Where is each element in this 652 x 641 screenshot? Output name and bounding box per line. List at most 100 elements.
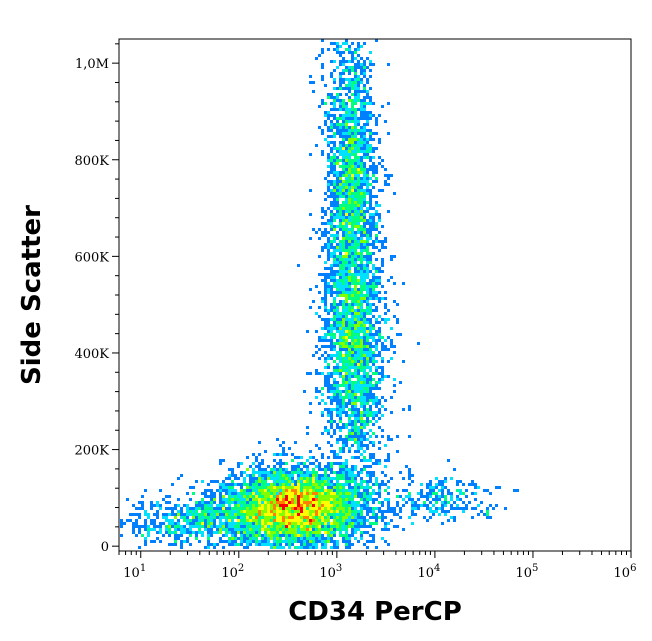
density-point	[354, 318, 357, 321]
density-point	[186, 504, 189, 507]
density-point	[306, 483, 309, 486]
density-point	[339, 114, 342, 117]
density-point	[336, 210, 339, 213]
density-point	[360, 156, 363, 159]
density-point	[243, 531, 246, 534]
density-point	[360, 177, 363, 180]
density-point	[489, 516, 492, 519]
density-point	[327, 255, 330, 258]
density-point	[363, 315, 366, 318]
density-point	[150, 528, 153, 531]
density-point	[327, 420, 330, 423]
density-point	[309, 537, 312, 540]
density-point	[339, 246, 342, 249]
density-point	[306, 492, 309, 495]
density-point	[381, 510, 384, 513]
density-point	[327, 231, 330, 234]
density-point	[351, 198, 354, 201]
density-point	[333, 384, 336, 387]
density-point	[429, 489, 432, 492]
density-point	[327, 267, 330, 270]
density-point	[336, 498, 339, 501]
density-point	[321, 546, 324, 549]
density-point	[333, 159, 336, 162]
density-point	[354, 456, 357, 459]
density-point	[249, 543, 252, 546]
density-point	[342, 360, 345, 363]
density-point	[294, 525, 297, 528]
density-point	[378, 276, 381, 279]
density-point	[270, 492, 273, 495]
density-point	[348, 510, 351, 513]
density-point	[372, 372, 375, 375]
density-point	[435, 492, 438, 495]
density-point	[348, 270, 351, 273]
density-point	[273, 489, 276, 492]
density-point	[294, 510, 297, 513]
density-point	[261, 498, 264, 501]
density-point	[318, 513, 321, 516]
density-point	[333, 246, 336, 249]
density-point	[258, 465, 261, 468]
density-point	[345, 513, 348, 516]
density-point	[351, 513, 354, 516]
density-point	[471, 480, 474, 483]
density-point	[216, 513, 219, 516]
density-point	[363, 375, 366, 378]
density-point	[324, 525, 327, 528]
density-point	[336, 477, 339, 480]
density-point	[336, 51, 339, 54]
density-point	[336, 108, 339, 111]
density-point	[162, 516, 165, 519]
density-point	[315, 531, 318, 534]
density-point	[372, 399, 375, 402]
density-point	[246, 531, 249, 534]
density-point	[354, 339, 357, 342]
density-point	[366, 288, 369, 291]
density-point	[360, 45, 363, 48]
density-point	[381, 480, 384, 483]
density-point	[351, 252, 354, 255]
density-point	[363, 201, 366, 204]
density-point	[222, 546, 225, 549]
density-point	[360, 351, 363, 354]
density-point	[375, 420, 378, 423]
density-point	[309, 456, 312, 459]
density-point	[267, 495, 270, 498]
density-point	[357, 90, 360, 93]
density-point	[282, 486, 285, 489]
density-point	[300, 456, 303, 459]
density-point	[348, 381, 351, 384]
density-point	[300, 519, 303, 522]
density-point	[366, 504, 369, 507]
density-point	[357, 378, 360, 381]
density-point	[333, 453, 336, 456]
density-point	[207, 519, 210, 522]
density-point	[336, 285, 339, 288]
density-point	[354, 465, 357, 468]
density-point	[345, 531, 348, 534]
density-point	[336, 129, 339, 132]
density-point	[312, 90, 315, 93]
density-point	[216, 510, 219, 513]
density-point	[342, 354, 345, 357]
density-point	[306, 495, 309, 498]
density-point	[357, 108, 360, 111]
density-point	[336, 246, 339, 249]
density-point	[357, 339, 360, 342]
density-point	[333, 276, 336, 279]
density-point	[351, 135, 354, 138]
density-point	[366, 510, 369, 513]
density-point	[360, 264, 363, 267]
density-point	[345, 510, 348, 513]
density-point	[369, 144, 372, 147]
density-point	[186, 522, 189, 525]
density-point	[345, 381, 348, 384]
density-point	[276, 471, 279, 474]
density-point	[249, 480, 252, 483]
density-point	[297, 537, 300, 540]
density-point	[357, 369, 360, 372]
density-point	[354, 321, 357, 324]
density-point	[321, 300, 324, 303]
density-point	[345, 177, 348, 180]
